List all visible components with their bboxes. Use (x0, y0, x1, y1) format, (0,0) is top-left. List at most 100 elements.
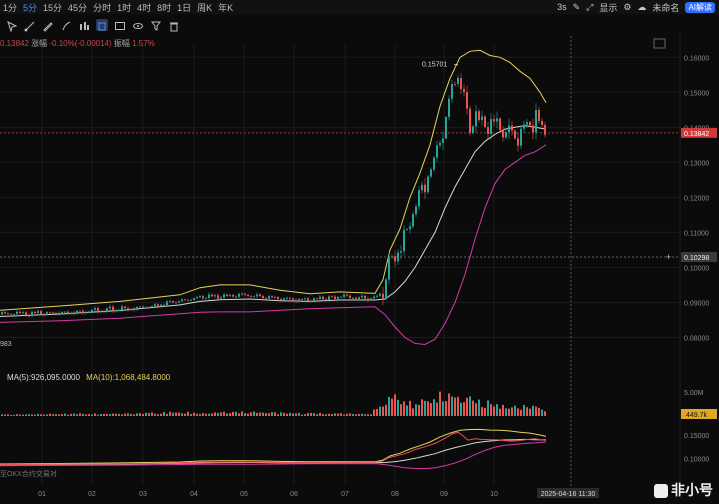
candle-body (277, 297, 279, 300)
x-tick-label: 07 (341, 491, 349, 498)
candle-body (232, 295, 234, 297)
candle-body (193, 298, 195, 300)
tf-1m[interactable]: 1分 (3, 2, 18, 13)
tf-15m[interactable]: 15分 (43, 2, 63, 13)
candle-body (124, 306, 126, 309)
tf-timeline[interactable]: 分时 (93, 2, 112, 13)
candle-body (361, 295, 363, 298)
volume-bar (61, 414, 63, 416)
volume-bar (442, 401, 444, 416)
volume-bar (7, 414, 9, 416)
candle-body (262, 295, 264, 299)
tf-week[interactable]: 周K (197, 2, 213, 13)
candle-body (22, 312, 24, 314)
delete-tool-icon[interactable] (96, 19, 108, 31)
candle-body (127, 308, 129, 310)
volume-bar (106, 414, 108, 416)
candle-body (244, 293, 246, 295)
volume-bar (100, 414, 102, 416)
volume-bar (541, 409, 543, 416)
volume-bar (499, 408, 501, 416)
volume-bar (544, 411, 546, 416)
screenshot-icon[interactable] (114, 19, 126, 31)
volume-bar (409, 400, 411, 416)
volume-bar (490, 404, 492, 416)
line-tool-icon[interactable] (24, 19, 36, 32)
filter-icon[interactable] (150, 19, 162, 31)
volume-bar (511, 407, 513, 416)
candle-body (316, 298, 318, 300)
volume-bar (136, 413, 138, 416)
volume-bar (157, 414, 159, 416)
volume-bar (199, 413, 201, 416)
volume-bar (139, 413, 141, 416)
candle-body (457, 78, 459, 84)
settings-icon[interactable]: ⚙ (623, 1, 632, 12)
volume-bar (172, 412, 174, 416)
volume-bar (148, 413, 150, 416)
tf-8h[interactable]: 8时 (157, 2, 172, 13)
candle-body (403, 229, 405, 252)
tf-1d[interactable]: 1日 (177, 2, 192, 13)
tf-5m[interactable]: 5分 (23, 2, 38, 13)
candle-body (433, 157, 435, 170)
tf-year[interactable]: 年K (218, 2, 234, 13)
candle-body (358, 297, 360, 299)
ai-button[interactable]: AI解读 (685, 1, 715, 13)
price-tick-label: 0.11000 (684, 230, 709, 237)
candle-body (451, 83, 453, 99)
volume-bar (49, 413, 51, 416)
candle-body (100, 311, 102, 313)
volume-bar (184, 413, 186, 416)
interval-select[interactable]: 3s (557, 2, 567, 12)
fullscreen-icon[interactable]: ⤢ (586, 1, 594, 12)
candle-body (307, 298, 309, 302)
candle-body (484, 116, 486, 128)
volume-bar (520, 409, 522, 416)
candle-body (166, 301, 168, 306)
price-tick-label: 0.10000 (684, 265, 709, 272)
candle-body (460, 78, 462, 90)
current-price: 0.13842 (0, 39, 29, 48)
candle-body (247, 294, 249, 297)
candle-body (190, 299, 192, 301)
indicator-upper-line (0, 428, 547, 465)
candle-body (442, 138, 444, 143)
tf-45m[interactable]: 45分 (68, 2, 88, 13)
eye-icon[interactable] (132, 19, 144, 31)
indicator-tool-icon[interactable] (78, 19, 90, 31)
brush-tool-icon[interactable] (60, 19, 72, 31)
candle-body (421, 184, 423, 191)
pen-tool-icon[interactable] (42, 19, 54, 32)
candle-body (424, 184, 426, 193)
volume-bar (406, 405, 408, 416)
volume-bar (484, 408, 486, 416)
volume-tick-label: 5.00M (684, 390, 704, 397)
volume-bar (22, 414, 24, 416)
display-button[interactable]: 显示 (599, 2, 618, 13)
tf-1h[interactable]: 1时 (117, 2, 132, 13)
candle-body (55, 312, 57, 314)
indicator-lower-line (0, 441, 547, 470)
volume-bar (328, 413, 330, 416)
volume-bar (154, 413, 156, 416)
edit-icon[interactable]: ✎ (572, 1, 581, 12)
volume-bar (118, 413, 120, 416)
template-name[interactable]: 未命名 (652, 2, 680, 13)
price-tick-label: 0.16000 (684, 55, 709, 62)
brand-logo: 非小号 (654, 480, 713, 500)
volume-bar (265, 413, 267, 416)
indicator-tick-label: 0.15000 (684, 433, 709, 440)
cloud-icon[interactable]: ☁ (637, 1, 647, 12)
candle-body (364, 295, 366, 299)
trash-icon[interactable] (168, 19, 180, 32)
volume-bar (193, 412, 195, 416)
price-info-line: 0.13842 涨幅 -0.10%(-0.00014) 振幅 1.57% (0, 38, 155, 49)
volume-bar (208, 413, 210, 416)
cursor-icon[interactable] (6, 19, 18, 33)
x-tick-label: 03 (139, 491, 147, 498)
tf-4h[interactable]: 4时 (137, 2, 152, 13)
candle-body (67, 311, 69, 314)
expand-icon (653, 38, 666, 49)
